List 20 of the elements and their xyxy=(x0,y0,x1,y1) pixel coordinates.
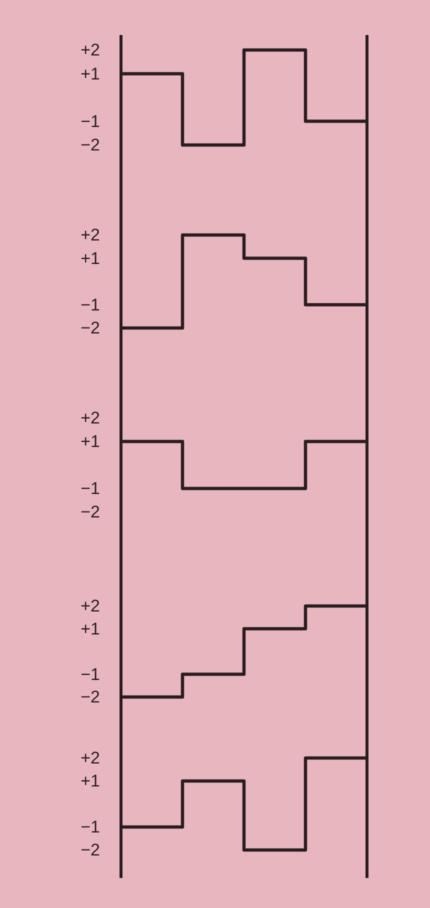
y-tick-label: +2 xyxy=(80,748,100,768)
y-tick-label: −2 xyxy=(80,840,100,860)
y-tick-label: +2 xyxy=(80,226,100,244)
y-tick-label: −2 xyxy=(80,688,100,706)
y-tick-label: −2 xyxy=(80,502,100,522)
y-tick-label: +2 xyxy=(80,596,100,616)
y-tick-label: +2 xyxy=(80,40,100,60)
y-tick-label: +2 xyxy=(80,408,100,428)
y-tick-label: +1 xyxy=(80,772,100,790)
y-tick-label: −1 xyxy=(80,479,100,498)
y-tick-label: +1 xyxy=(80,619,100,638)
y-tick-label: −1 xyxy=(80,664,100,684)
y-tick-label: −2 xyxy=(80,318,100,338)
y-tick-label: −1 xyxy=(80,818,100,836)
y-tick-label: +1 xyxy=(80,432,100,451)
y-tick-label: +1 xyxy=(80,64,100,84)
y-tick-label: −2 xyxy=(80,136,100,154)
y-tick-label: +1 xyxy=(80,248,100,268)
y-tick-label: −1 xyxy=(80,112,100,131)
y-tick-label: −1 xyxy=(80,295,100,314)
